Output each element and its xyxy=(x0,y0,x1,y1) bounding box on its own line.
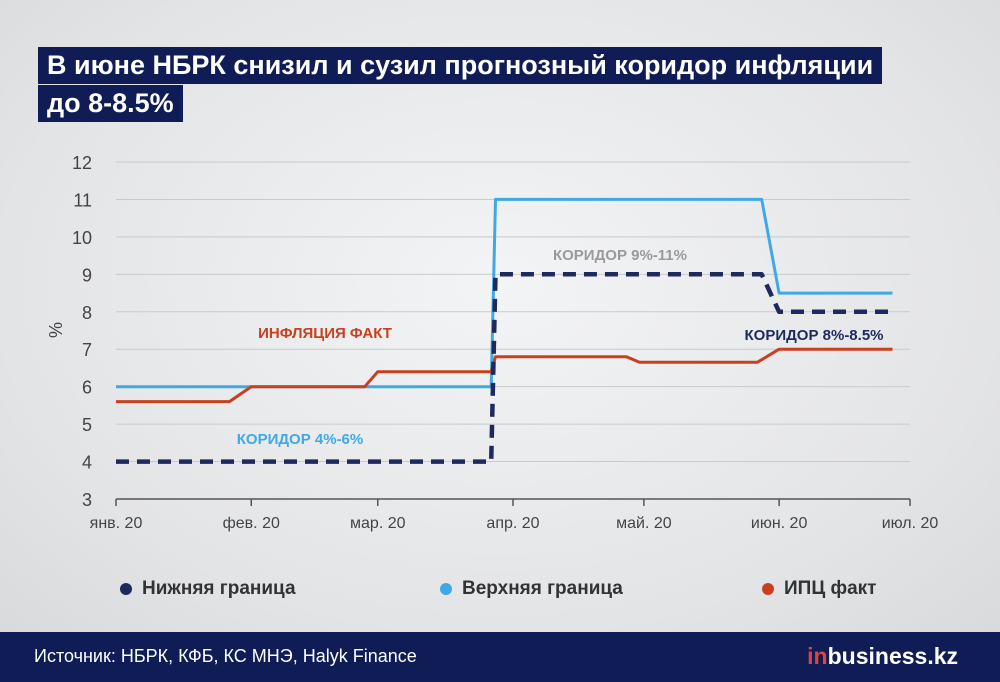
footer-bar: Источник: НБРК, КФБ, КС МНЭ, Halyk Finan… xyxy=(0,632,1000,682)
line-chart: 3 4 5 6 7 8 9 10 11 12 янв. 20 фев. 20 мар. 20 апр. … xyxy=(46,153,939,532)
legend-item-upper: Верхняя граница xyxy=(440,578,623,600)
annotation-label: КОРИДОР 9%-11% xyxy=(553,247,687,264)
legend-label-lower: Нижняя граница xyxy=(142,578,296,599)
legend-item-lower: Нижняя граница xyxy=(120,578,296,600)
x-tick-label: янв. 20 xyxy=(90,515,143,532)
y-tick-label: 12 xyxy=(72,153,92,173)
series-line-2 xyxy=(116,347,893,404)
annotation-label: КОРИДОР 8%-8.5% xyxy=(745,327,884,344)
grid-lines xyxy=(116,161,910,463)
y-tick-label: 4 xyxy=(82,453,92,473)
y-tick-label: 5 xyxy=(82,415,92,435)
legend-label-upper: Верхняя граница xyxy=(462,578,623,599)
x-tick-label: июл. 20 xyxy=(882,515,939,532)
y-tick-label: 11 xyxy=(73,190,92,210)
x-tick-label: мар. 20 xyxy=(350,515,406,532)
brand-logo[interactable]: inbusiness.kz xyxy=(807,643,958,670)
series-line-1 xyxy=(116,197,893,389)
y-axis-label: % xyxy=(46,322,66,338)
y-tick-label: 3 xyxy=(82,490,92,510)
y-tick-label: 10 xyxy=(72,228,92,248)
x-tick-label: апр. 20 xyxy=(486,515,539,532)
source-text: Источник: НБРК, КФБ, КС МНЭ, Halyk Finan… xyxy=(34,646,417,666)
brand-prefix: in xyxy=(807,643,828,669)
annotation-label: КОРИДОР 4%-6% xyxy=(237,431,364,448)
legend-marker-icon xyxy=(440,583,452,595)
legend-marker-icon xyxy=(762,583,774,595)
x-tick-label: июн. 20 xyxy=(751,515,808,532)
y-tick-label: 9 xyxy=(82,265,92,285)
legend-label-cpi: ИПЦ факт xyxy=(784,578,877,599)
y-tick-label: 7 xyxy=(82,340,92,360)
chart-title-line-2: до 8-8.5% xyxy=(38,85,183,122)
x-axis: янв. 20 фев. 20 мар. 20 апр. 20 май. 20 июн. … xyxy=(90,498,939,532)
y-axis-ticks: 3 4 5 6 7 8 9 10 11 12 xyxy=(72,153,92,510)
y-tick-label: 8 xyxy=(82,303,92,323)
legend-item-cpi: ИПЦ факт xyxy=(762,578,876,600)
legend-marker-icon xyxy=(120,583,132,595)
chart-title-line-1: В июне НБРК снизил и сузил прогнозный ко… xyxy=(38,47,883,84)
annotation-label: ИНФЛЯЦИЯ ФАКТ xyxy=(258,325,392,342)
x-tick-label: фев. 20 xyxy=(223,515,280,532)
x-tick-label: май. 20 xyxy=(616,515,672,532)
series-line-0 xyxy=(116,272,893,464)
chart-annotations: ИНФЛЯЦИЯ ФАКТ КОРИДОР 4%-6% КОРИДОР 9%-11%… xyxy=(237,247,884,448)
series-lines xyxy=(116,197,893,464)
brand-name: business.kz xyxy=(827,643,958,669)
y-tick-label: 6 xyxy=(82,378,92,398)
